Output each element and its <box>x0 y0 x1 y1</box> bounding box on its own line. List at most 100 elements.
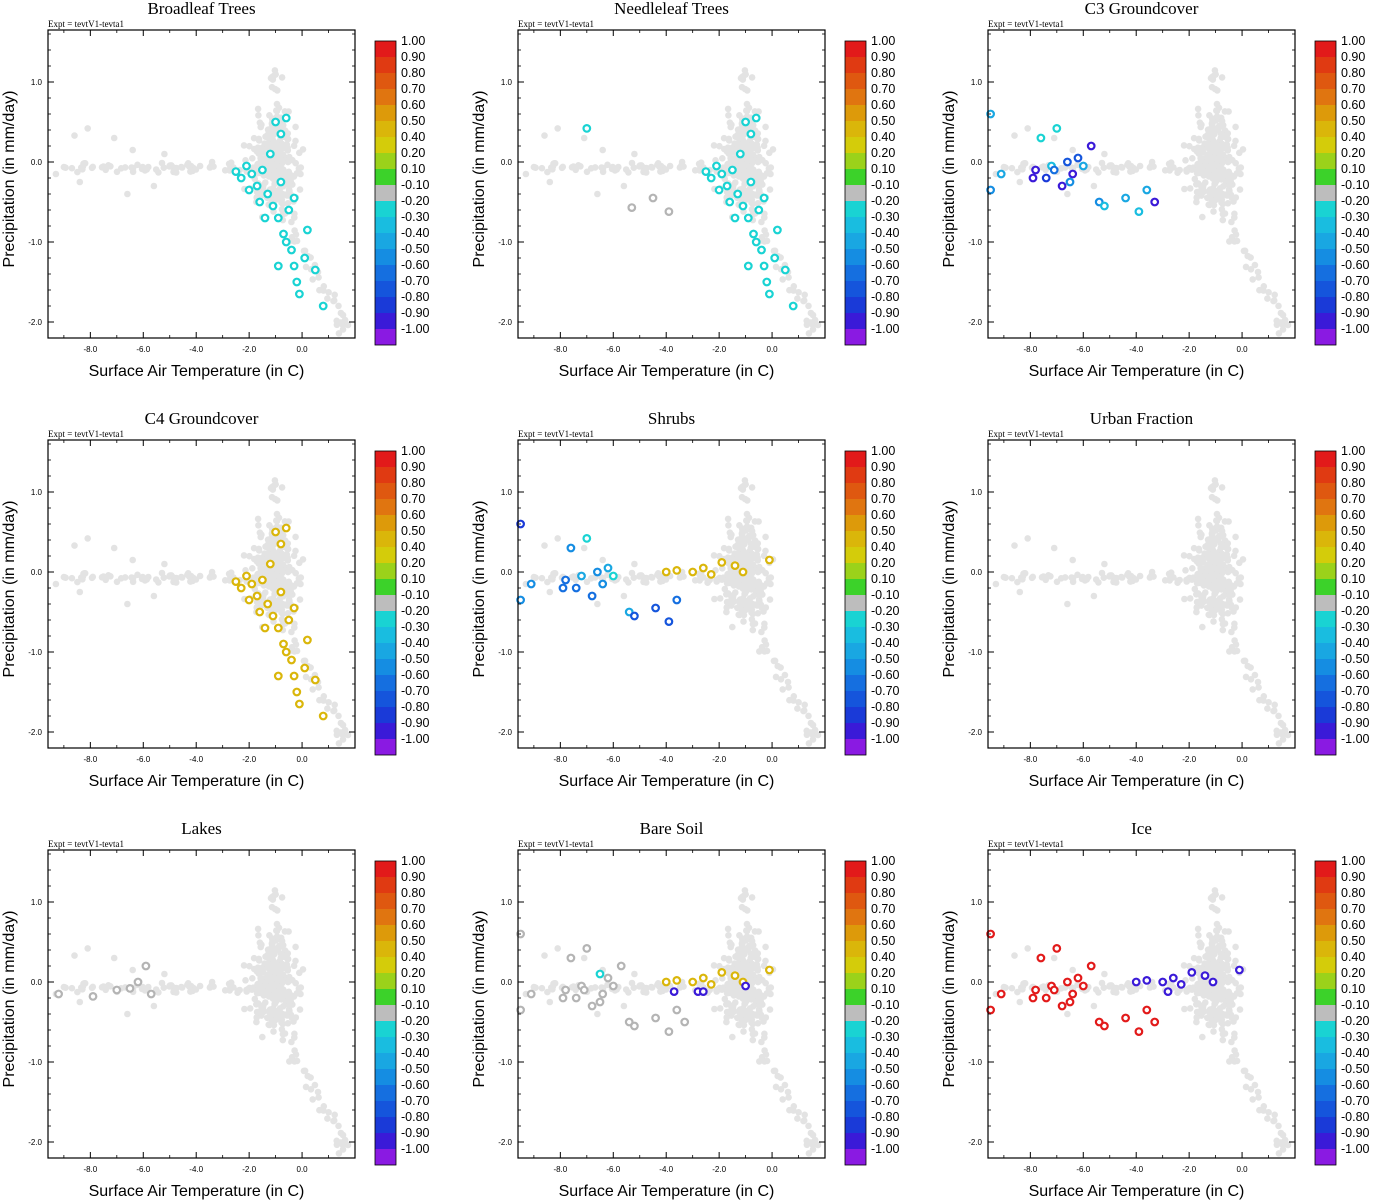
background-point <box>1011 542 1018 549</box>
colorbar-swatch <box>845 989 866 1005</box>
x-tick-label: -6.0 <box>606 755 620 764</box>
background-point <box>1129 167 1136 175</box>
colorbar-swatch <box>845 973 866 989</box>
background-point <box>1124 571 1131 578</box>
colorbar-swatch <box>375 957 396 973</box>
background-point <box>604 161 611 169</box>
colorbar-label: -0.30 <box>1341 620 1370 634</box>
background-point <box>253 1008 261 1016</box>
background-point <box>1189 565 1196 572</box>
background-point <box>740 598 748 605</box>
colorbar-swatch <box>1315 297 1336 313</box>
x-tick-label: -6.0 <box>606 345 620 354</box>
colorbar-label: 0.70 <box>871 82 895 96</box>
background-point <box>767 164 775 171</box>
background-point <box>297 164 305 171</box>
background-point <box>774 1072 781 1080</box>
gray-point <box>579 985 589 995</box>
x-tick-label: 0.0 <box>767 755 779 764</box>
background-point <box>291 648 298 655</box>
background-point <box>279 943 286 950</box>
colorbar-swatch <box>375 595 396 611</box>
background-point <box>1218 894 1226 901</box>
y-axis-label: Precipitation (in mm/day) <box>1 91 18 268</box>
background-point <box>741 905 749 913</box>
background-point <box>1226 181 1233 189</box>
gray-point <box>603 973 613 983</box>
background-point <box>1002 574 1009 581</box>
background-point <box>1198 184 1205 191</box>
background-point <box>654 571 661 578</box>
x-tick-label: -8.0 <box>553 1165 567 1174</box>
background-point <box>779 686 786 693</box>
data-point <box>1073 153 1083 163</box>
colorbar-frame <box>1314 450 1337 756</box>
background-point <box>1211 85 1219 93</box>
x-tick-label: -4.0 <box>189 1165 203 1174</box>
colorbar-swatch <box>1315 643 1336 659</box>
background-point <box>622 166 630 173</box>
background-point <box>719 565 726 572</box>
background-point <box>309 276 317 283</box>
background-point <box>1265 289 1272 296</box>
background-point <box>279 1036 287 1044</box>
colorbar-swatch <box>375 1053 396 1069</box>
data-point <box>263 599 273 609</box>
data-point <box>1150 197 1160 207</box>
data-point <box>661 977 671 987</box>
x-tick-label: 0.0 <box>297 345 309 354</box>
background-point <box>265 173 273 180</box>
colorbar-swatch <box>845 547 866 563</box>
data-point <box>252 181 262 191</box>
data-point <box>318 711 328 721</box>
colorbar-swatch <box>845 595 866 611</box>
background-point <box>1230 142 1238 150</box>
colorbar-swatch <box>845 1069 866 1085</box>
background-point <box>266 965 273 973</box>
background-point <box>249 975 256 982</box>
background-point <box>725 970 733 977</box>
background-point <box>278 894 286 901</box>
background-point <box>1186 552 1193 560</box>
background-point <box>747 544 754 552</box>
background-point <box>221 577 229 584</box>
background-point <box>736 112 743 119</box>
colorbar-label: -0.10 <box>401 588 430 602</box>
background-point <box>1219 626 1227 634</box>
colorbar-label: 0.70 <box>871 492 895 506</box>
data-point <box>1031 165 1040 175</box>
background-point <box>1216 147 1223 154</box>
background-point <box>1242 1083 1250 1091</box>
background-point <box>134 161 141 169</box>
data-point <box>996 169 1006 179</box>
colorbar-label: 1.00 <box>871 34 895 48</box>
background-point <box>1218 616 1226 623</box>
expt-label: Expt = tevtV1-tevta1 <box>48 839 124 849</box>
background-point <box>1275 1122 1282 1130</box>
background-point <box>726 575 733 582</box>
background-point <box>291 1058 298 1065</box>
colorbar-swatch <box>1315 185 1336 201</box>
data-point <box>231 167 241 177</box>
background-point <box>1244 662 1251 670</box>
background-point <box>259 1033 266 1041</box>
background-point <box>1231 624 1238 631</box>
background-point <box>107 163 114 170</box>
background-point <box>762 604 770 611</box>
background-point <box>1226 591 1233 599</box>
data-point <box>1041 173 1051 183</box>
x-axis-label: Surface Air Temperature (in C) <box>89 363 305 380</box>
background-point <box>129 556 136 564</box>
colorbar-swatch <box>1315 467 1336 483</box>
x-tick-label: 0.0 <box>767 345 779 354</box>
background-point <box>800 1117 807 1125</box>
background-point <box>728 941 735 948</box>
colorbar-swatch <box>375 499 396 515</box>
data-point <box>236 583 246 593</box>
colorbar-label: -0.10 <box>401 178 430 192</box>
background-point <box>749 620 757 628</box>
colorbar-label: -0.90 <box>871 1126 900 1140</box>
background-point <box>1232 943 1239 951</box>
background-point <box>1148 568 1156 576</box>
colorbar-label: 0.40 <box>401 950 425 964</box>
